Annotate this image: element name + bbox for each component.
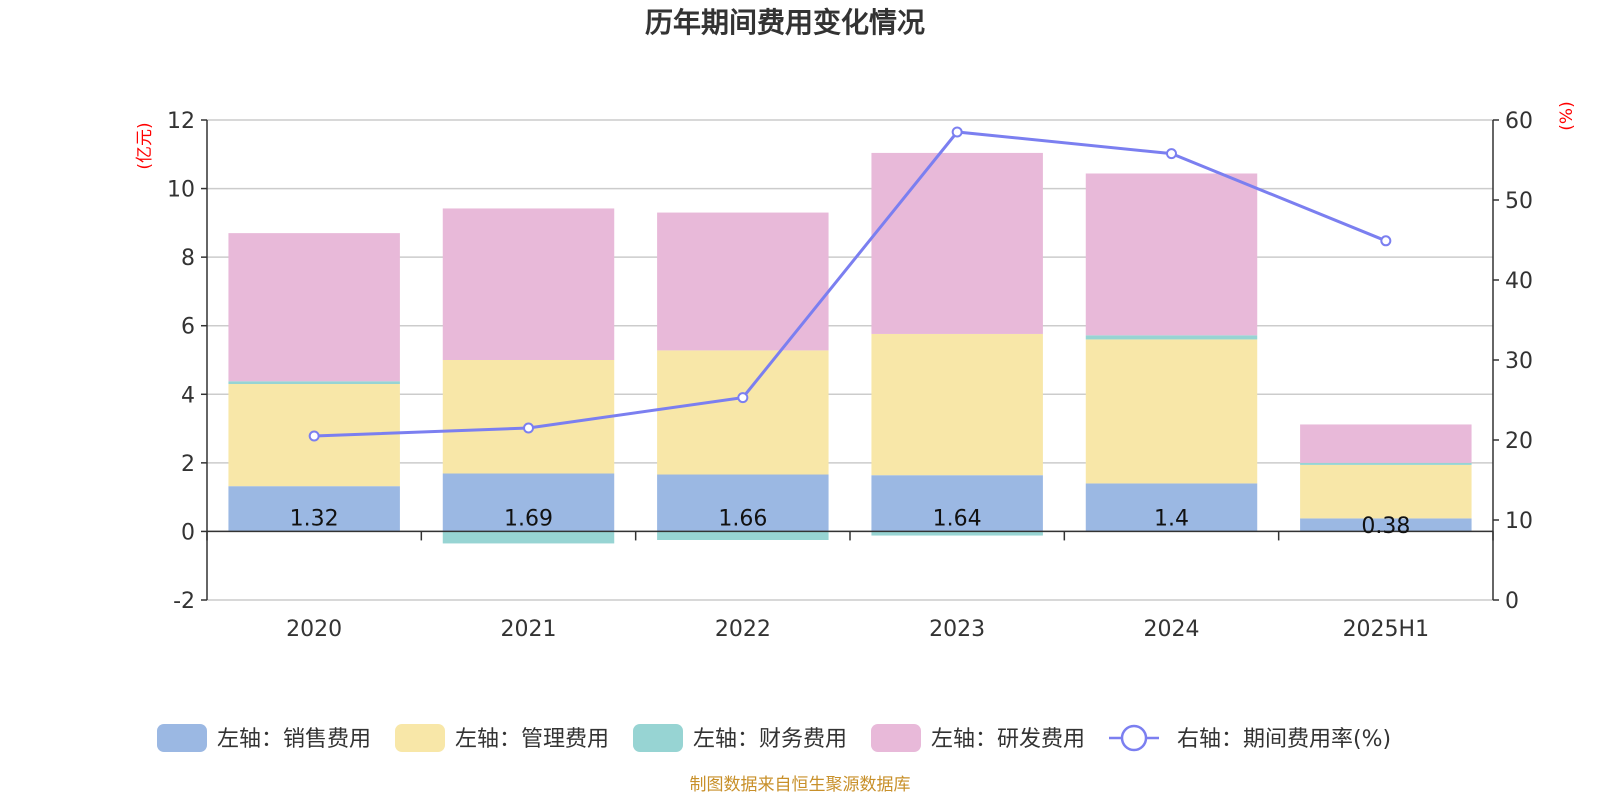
left-tick-label: 0 <box>181 520 195 545</box>
left-tick-label: 12 <box>167 109 195 134</box>
x-tick-label: 2020 <box>286 617 342 642</box>
x-tick-label: 2024 <box>1144 617 1200 642</box>
rate-point <box>308 430 320 442</box>
x-tick-label: 2021 <box>501 617 557 642</box>
bar-3-2021 <box>442 208 615 360</box>
bar-2-2024 <box>1085 335 1258 340</box>
left-tick-label: 10 <box>167 178 195 203</box>
bar-3-2022 <box>657 212 829 351</box>
left-tick-label: 8 <box>181 246 195 271</box>
right-tick-label: 0 <box>1505 589 1519 614</box>
bar-2-2025H1 <box>1300 462 1472 465</box>
left-tick-label: -2 <box>173 589 195 614</box>
legend-swatch <box>633 724 683 752</box>
x-tick-label: 2025H1 <box>1343 617 1430 642</box>
left-axis-unit: (亿元) <box>135 122 155 169</box>
bar-1-2025H1 <box>1300 464 1472 519</box>
bar-1-2023 <box>871 333 1043 476</box>
left-tick-label: 4 <box>181 383 195 408</box>
axes: -2 0 2 4 6 8 10 12 0 10 20 30 40 50 60 2020 2021 2022 2023… <box>167 109 1533 642</box>
legend-label: 左轴：研发费用 <box>931 727 1085 752</box>
legend-swatch <box>157 724 207 752</box>
bar-0-2025H1 <box>1300 518 1472 532</box>
left-tick-label: 2 <box>181 452 195 477</box>
bar-2-2020 <box>228 381 400 384</box>
bar-3-2020 <box>228 233 400 382</box>
bar-0-2024 <box>1085 483 1258 532</box>
rate-point <box>1380 235 1392 247</box>
bar-0-2022 <box>657 474 829 532</box>
right-tick-label: 30 <box>1505 349 1533 374</box>
bar-3-2024 <box>1085 173 1258 336</box>
data-label: 1.69 <box>504 506 553 531</box>
bar-1-2021 <box>442 360 615 474</box>
right-tick-label: 10 <box>1505 509 1533 534</box>
data-label: 1.32 <box>290 506 339 531</box>
legend-label: 右轴：期间费用率(%) <box>1177 727 1391 752</box>
data-label: 1.64 <box>933 506 982 531</box>
legend-label: 左轴：财务费用 <box>693 727 847 752</box>
legend-label: 左轴：销售费用 <box>217 727 371 752</box>
source-note: 制图数据来自恒生聚源数据库 <box>690 775 911 795</box>
rate-polyline <box>314 130 1387 438</box>
rate-line <box>308 126 1392 442</box>
bar-1-2022 <box>657 350 829 475</box>
bar-2-2023 <box>871 531 1043 536</box>
right-tick-label: 40 <box>1505 269 1533 294</box>
legend-label: 左轴：管理费用 <box>455 727 609 752</box>
bars <box>228 152 1472 544</box>
right-tick-label: 60 <box>1505 109 1533 134</box>
bar-3-2025H1 <box>1300 424 1472 463</box>
right-tick-label: 20 <box>1505 429 1533 454</box>
rate-point <box>951 126 963 138</box>
bar-3-2023 <box>871 152 1043 334</box>
right-tick-label: 50 <box>1505 189 1533 214</box>
data-label: 0.38 <box>1361 514 1410 539</box>
bar-0-2020 <box>228 486 400 532</box>
bar-0-2023 <box>871 475 1043 532</box>
rate-point <box>1166 148 1177 160</box>
bar-2-2021 <box>442 531 615 544</box>
left-tick-label: 6 <box>181 315 195 340</box>
data-labels: 1.32 1.69 1.66 1.64 1.4 0.38 <box>290 506 1411 538</box>
data-label: 1.66 <box>718 506 767 531</box>
x-tick-label: 2023 <box>929 617 985 642</box>
x-tick-label: 2022 <box>715 617 771 642</box>
right-axis-unit: (%) <box>1557 101 1577 130</box>
chart-title: 历年期间费用变化情况 <box>645 6 925 39</box>
bar-0-2021 <box>442 473 615 532</box>
legend-marker <box>1120 724 1148 752</box>
bar-2-2022 <box>657 531 829 540</box>
bar-1-2024 <box>1085 339 1258 484</box>
data-label: 1.4 <box>1154 506 1189 531</box>
legend: 左轴：销售费用 左轴：管理费用 左轴：财务费用 左轴：研发费用 右轴：期间费用率(%) <box>157 724 1391 752</box>
rate-point <box>523 422 534 434</box>
legend-swatch <box>395 724 445 752</box>
legend-swatch <box>871 724 921 752</box>
rate-point <box>737 392 749 404</box>
